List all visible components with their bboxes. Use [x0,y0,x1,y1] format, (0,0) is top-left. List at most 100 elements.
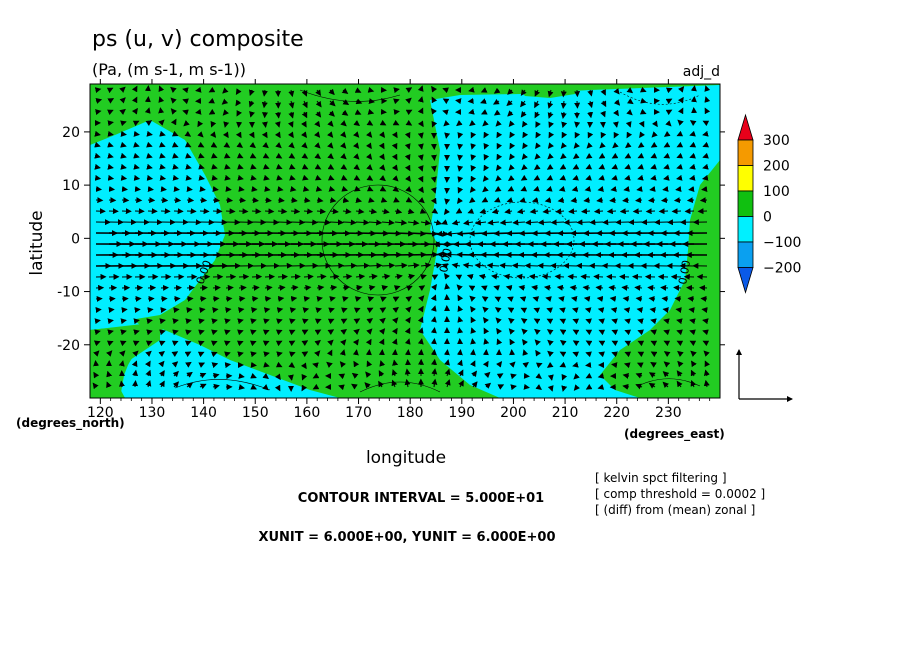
wind-vector [342,197,350,204]
wind-vector [146,152,153,159]
wind-vector [418,295,425,302]
wind-vector [556,284,565,291]
wind-vector [106,340,114,347]
wind-vector [635,295,643,302]
wind-vector [558,296,565,302]
wind-vector [637,318,644,325]
wind-vector [550,219,565,226]
wind-vector [430,327,437,334]
wind-vector [704,96,711,103]
wind-vector [533,185,540,192]
wind-vector [567,273,578,280]
wind-vector [689,152,696,159]
wind-vector [522,338,529,346]
wind-vector [496,361,503,368]
wind-vector [262,340,270,347]
wind-vector [312,362,319,369]
wind-vector [276,318,283,325]
wind-vector [650,351,658,358]
wind-vector [560,100,567,110]
colorbar-top-arrow [737,113,754,141]
wind-vector [237,174,244,181]
wind-vector [417,120,424,128]
wind-vector [469,360,476,367]
wind-vector [417,186,424,194]
wind-vector [689,318,696,325]
wind-vector [391,327,398,335]
wind-vector [315,89,321,97]
wind-vector [92,382,99,390]
wind-vector [393,109,400,116]
wind-vector [610,186,617,192]
wind-vector [534,111,541,119]
wind-vector [365,371,372,378]
wind-vector [381,208,390,215]
wind-vector [251,208,262,215]
wind-vector [624,340,632,347]
wind-vector [405,87,413,94]
wind-vector [172,163,179,170]
wind-vector [663,130,671,137]
wind-vector [392,317,399,324]
wind-vector [587,100,594,109]
wind-vector [314,339,321,346]
wind-vector [106,87,114,94]
wind-vector [469,295,476,302]
wind-vector [493,87,501,94]
wind-vector [237,329,244,336]
wind-vector [561,385,568,392]
wind-vector [627,98,634,105]
wind-vector [368,273,378,280]
wind-vector [417,175,424,183]
wind-vector [302,100,308,109]
wind-vector [316,273,327,280]
wind-vector [559,174,567,181]
wind-vector [93,350,100,357]
wind-vector [443,120,450,127]
wind-vector [353,131,360,138]
wind-vector [303,219,319,226]
wind-vector [95,186,103,192]
wind-vector [573,373,580,380]
wind-vector [625,121,632,128]
wind-vector [597,307,605,314]
wind-vector [444,359,450,366]
wind-vector [547,111,554,119]
wind-vector [225,307,232,314]
wind-vector [624,163,631,170]
wind-vector [507,185,515,192]
wind-vector [159,163,166,170]
wind-vector [598,152,606,159]
wind-vector [277,186,284,192]
wind-vector [547,339,554,346]
wind-vector [329,284,338,291]
wind-vector [133,329,140,336]
wind-vector [276,307,284,314]
wind-vector [381,262,396,269]
wind-vector [379,328,386,335]
wind-vector [340,120,347,127]
wind-vector [184,340,192,347]
wind-vector [470,316,477,324]
wind-vector [249,340,257,347]
wind-vector [458,380,464,388]
wind-vector [274,384,281,392]
wind-vector [185,318,192,325]
x-tick-label: 140 [190,405,217,421]
wind-vector [133,174,141,181]
wind-vector [701,186,708,192]
wind-vector [328,307,335,314]
wind-vector [379,119,387,126]
wind-vector [430,316,437,323]
wind-vector [276,351,283,358]
wind-vector [212,197,221,204]
wind-vector [391,131,398,139]
wind-vector [146,318,153,325]
wind-vector [301,318,309,325]
wind-vector [598,163,606,170]
wind-vector [354,185,361,192]
wind-vector [508,120,515,128]
wind-vector [379,360,386,367]
wind-vector [499,219,513,226]
wind-vector [470,143,477,150]
